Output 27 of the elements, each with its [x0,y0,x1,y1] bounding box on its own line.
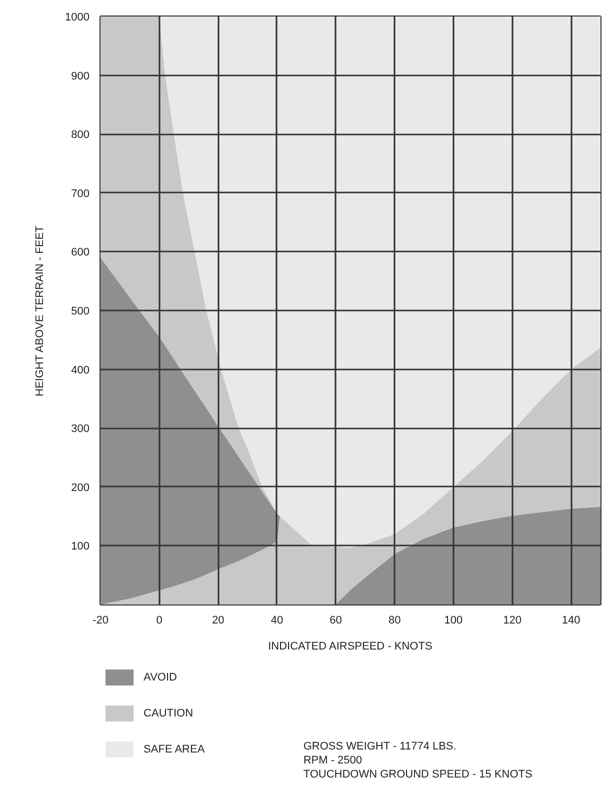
x-tick-label: 60 [330,614,342,626]
x-axis-title: INDICATED AIRSPEED - KNOTS [268,640,432,652]
y-tick-label: 300 [71,423,90,436]
y-tick-label: 400 [71,364,90,376]
x-tick-label: 100 [444,614,463,626]
legend-label: SAFE AREA [144,744,206,756]
x-tick-label: 40 [270,614,284,626]
x-tick-label: 80 [388,614,401,626]
y-tick-label: 900 [71,70,90,82]
y-tick-label: 200 [71,482,90,494]
y-tick-label: 500 [71,306,90,318]
y-tick-label: 100 [71,540,90,553]
x-tick-label: 140 [562,614,580,626]
x-tick-label: 0 [156,614,162,626]
legend-label: CAUTION [144,708,194,720]
x-tick-label: 20 [212,614,224,626]
x-tick-label: -20 [92,614,108,626]
text: RPM - 2500 [303,754,362,766]
text: TOUCHDOWN GROUND SPEED - 15 KNOTS [303,768,532,780]
legend-label: AVOID [144,672,178,684]
y-tick-label: 800 [71,129,90,142]
y-tick-label: 700 [71,188,90,200]
y-tick-label: 600 [71,246,90,259]
x-tick-label: 120 [503,614,522,626]
text: GROSS WEIGHT - 11774 LBS. [303,740,456,752]
y-axis-title: HEIGHT ABOVE TERRAIN - FEET [34,225,46,396]
y-tick-label: 1000 [65,12,90,24]
